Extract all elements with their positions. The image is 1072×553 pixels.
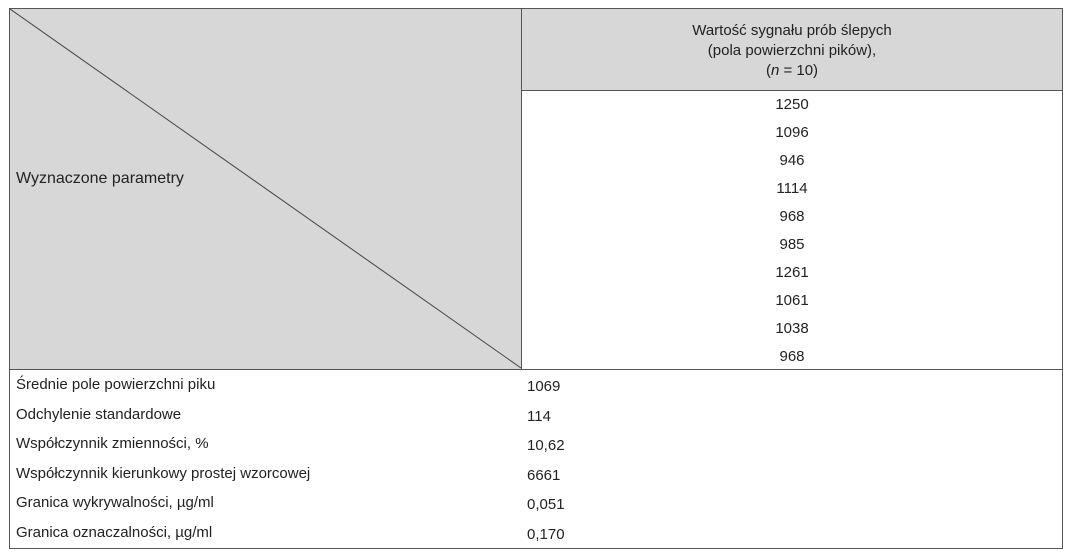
stats-section: Średnie pole powierzchni piku 1069 Odchy… <box>10 371 1062 548</box>
stat-row: Współczynnik zmienności, % 10,62 <box>10 430 1062 460</box>
blank-value: 968 <box>779 348 805 365</box>
stat-value: 1069 <box>527 378 561 395</box>
stat-label: Współczynnik zmienności, % <box>16 435 209 452</box>
stat-row: Odchylenie standardowe 114 <box>10 401 1062 431</box>
stat-row: Granica wykrywalności, µg/ml 0,051 <box>10 489 1062 519</box>
stat-label: Średnie pole powierzchni piku <box>16 376 216 393</box>
stat-value: 0,170 <box>527 525 565 543</box>
n-variable: n <box>770 62 780 79</box>
blank-value: 1261 <box>775 264 809 281</box>
stat-label: Granica wykrywalności, µg/ml <box>16 494 214 511</box>
blank-value: 1250 <box>775 96 809 113</box>
corner-header-cell: Wyznaczone parametry <box>10 9 522 369</box>
stat-row: Współczynnik kierunkowy prostej wzorcowe… <box>10 460 1062 490</box>
stat-value: 0,051 <box>527 496 565 513</box>
blank-value: 985 <box>779 236 805 253</box>
stat-label: Współczynnik kierunkowy prostej wzorcowe… <box>16 464 311 482</box>
diagonal-divider <box>10 9 522 369</box>
n-value: = 10) <box>779 62 819 79</box>
stat-value: 10,62 <box>527 437 565 454</box>
stat-label: Odchylenie standardowe <box>16 405 182 423</box>
stat-label: Granica oznaczalności, µg/ml <box>16 523 213 541</box>
stat-value: 6661 <box>527 466 561 484</box>
stat-row: Granica oznaczalności, µg/ml 0,170 <box>10 519 1062 549</box>
section-divider <box>10 369 1062 370</box>
blank-values-list: 1250 1096 946 1114 968 985 1261 1061 103… <box>522 91 1062 369</box>
column-header-line2: (pola powierzchni pików), <box>707 42 877 59</box>
corner-label: Wyznaczone parametry <box>16 170 184 187</box>
blank-value: 946 <box>779 152 805 169</box>
stat-row: Średnie pole powierzchni piku 1069 <box>10 371 1062 401</box>
blank-value: 1114 <box>776 180 808 197</box>
results-table: Wyznaczone parametry Wartość sygnału pró… <box>9 8 1063 549</box>
column-header: Wartość sygnału prób ślepych (pola powie… <box>522 9 1062 91</box>
blank-value: 1096 <box>775 124 809 141</box>
blank-value: 1061 <box>775 292 809 309</box>
stat-value: 114 <box>527 407 551 425</box>
blank-value: 968 <box>779 208 805 225</box>
column-header-line1: Wartość sygnału prób ślepych <box>692 22 892 39</box>
column-header-line3: (n = 10) <box>522 61 1062 81</box>
paren-open: ( <box>765 62 771 79</box>
blank-value: 1038 <box>775 320 809 337</box>
